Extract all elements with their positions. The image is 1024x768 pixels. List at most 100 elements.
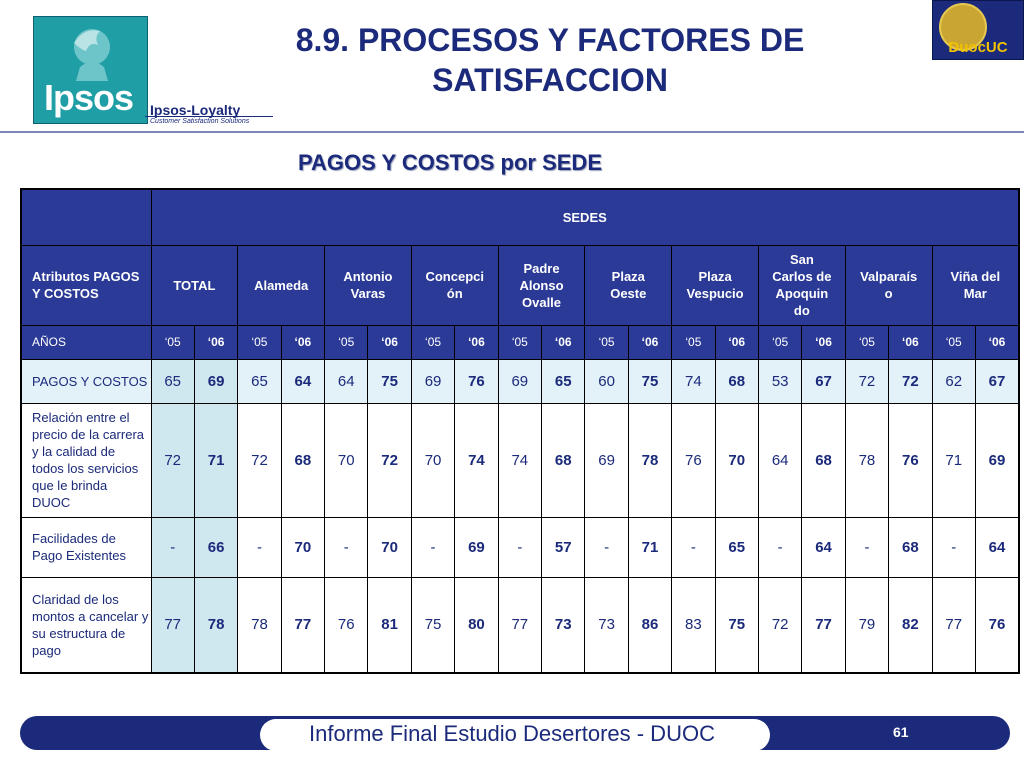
ipsos-logo: Ipsos: [33, 16, 148, 124]
year-cell: ‘05: [931, 324, 976, 360]
table-row: Relación entre el precio de la carrera y…: [20, 402, 1020, 518]
year-cell: ‘06: [974, 324, 1020, 360]
value-cell: -: [150, 516, 195, 578]
value-cell: 62: [931, 358, 976, 404]
value-cell: 72: [757, 576, 803, 674]
year-cell: ‘05: [757, 324, 803, 360]
value-cell: 71: [931, 402, 976, 518]
value-cell: 79: [844, 576, 890, 674]
row-label: PAGOS Y COSTOS: [20, 358, 152, 404]
value-cell: 77: [497, 576, 543, 674]
value-cell: 76: [974, 576, 1020, 674]
value-cell: 68: [541, 402, 586, 518]
years-label: AÑOS: [20, 324, 152, 360]
title-line-2: SATISFACCION: [432, 62, 668, 98]
year-cell: ‘05: [671, 324, 716, 360]
value-cell: 68: [714, 358, 759, 404]
years-row: AÑOS ‘05 ‘06 ‘05 ‘06 ‘05 ‘06 ‘05 ‘06 ‘05 ‘06 ‘05 ‘0…: [20, 324, 1020, 360]
value-cell: 65: [150, 358, 195, 404]
value-cell: 71: [627, 516, 673, 578]
value-cell: 77: [150, 576, 195, 674]
year-cell: ‘05: [844, 324, 890, 360]
sublogo-tagline: Customer Satisfaction Solutions: [150, 118, 250, 125]
column-header: San Carlos de Apoquin do: [757, 244, 846, 326]
value-cell: 67: [801, 358, 846, 404]
value-cell: 64: [801, 516, 846, 578]
footer-text: Informe Final Estudio Desertores - DUOC: [309, 721, 715, 746]
column-header: Viña del Mar: [931, 244, 1020, 326]
value-cell: 78: [627, 402, 673, 518]
value-cell: 69: [974, 402, 1020, 518]
column-header: TOTAL: [150, 244, 239, 326]
value-cell: -: [324, 516, 369, 578]
year-cell: ‘05: [237, 324, 282, 360]
value-cell: 65: [541, 358, 586, 404]
attributes-header: Atributos PAGOS Y COSTOS: [20, 244, 152, 326]
table-row: Claridad de los montos a cancelar y su e…: [20, 576, 1020, 674]
logo-name: Ipsos: [44, 77, 134, 118]
value-cell: -: [584, 516, 629, 578]
column-header: Antonio Varas: [324, 244, 412, 326]
value-cell: 76: [888, 402, 933, 518]
footer-label-background: [260, 719, 770, 751]
row-label: Relación entre el precio de la carrera y…: [20, 402, 152, 518]
value-cell: 72: [150, 402, 195, 518]
value-cell: 69: [497, 358, 543, 404]
page-title: 8.9. PROCESOS Y FACTORES DE SATISFACCION: [240, 20, 860, 100]
column-header: Concepci ón: [410, 244, 499, 326]
value-cell: 67: [974, 358, 1020, 404]
satisfaction-table: SEDES Atributos PAGOS Y COSTOS TOTAL Alam…: [20, 188, 1021, 674]
value-cell: 81: [367, 576, 412, 674]
year-cell: ‘06: [714, 324, 759, 360]
value-cell: 64: [280, 358, 326, 404]
year-cell: ‘06: [193, 324, 239, 360]
value-cell: 74: [671, 358, 716, 404]
value-cell: 72: [844, 358, 890, 404]
value-cell: 77: [931, 576, 976, 674]
sedes-header: SEDES: [150, 188, 1020, 246]
column-header: Alameda: [237, 244, 326, 326]
sedes-header-row: SEDES: [20, 188, 1020, 246]
table-row: Facilidades de Pago Existentes -66-70-70-…: [20, 516, 1020, 578]
value-cell: 75: [410, 576, 456, 674]
year-cell: ‘06: [541, 324, 586, 360]
value-cell: 75: [714, 576, 759, 674]
page-number: 61: [893, 724, 909, 740]
value-cell: 68: [888, 516, 933, 578]
value-cell: 65: [237, 358, 282, 404]
value-cell: 72: [888, 358, 933, 404]
value-cell: 57: [541, 516, 586, 578]
year-cell: ‘05: [584, 324, 629, 360]
value-cell: 64: [757, 402, 803, 518]
value-cell: -: [931, 516, 976, 578]
value-cell: 77: [801, 576, 846, 674]
value-cell: 53: [757, 358, 803, 404]
value-cell: 71: [193, 402, 239, 518]
value-cell: 74: [497, 402, 543, 518]
year-cell: ‘05: [150, 324, 195, 360]
duoc-logo: DuocUC: [932, 0, 1024, 60]
value-cell: 72: [367, 402, 412, 518]
value-cell: 70: [410, 402, 456, 518]
value-cell: 73: [584, 576, 629, 674]
value-cell: 69: [584, 402, 629, 518]
sublogo-title: Ipsos-Loyalty: [150, 102, 241, 118]
year-cell: ‘05: [410, 324, 456, 360]
table-body: PAGOS Y COSTOS 65 69 65 64 64 75 69 76 69 65 60 75 74…: [20, 358, 1020, 674]
value-cell: 86: [627, 576, 673, 674]
value-cell: 78: [193, 576, 239, 674]
table-row: PAGOS Y COSTOS 65 69 65 64 64 75 69 76 69 65 60 75 74…: [20, 358, 1020, 404]
value-cell: 75: [367, 358, 412, 404]
column-header: Padre Alonso Ovalle: [497, 244, 586, 326]
value-cell: 70: [324, 402, 369, 518]
value-cell: 72: [237, 402, 282, 518]
value-cell: 70: [714, 402, 759, 518]
sublogo-divider: [145, 116, 273, 117]
value-cell: -: [410, 516, 456, 578]
value-cell: -: [237, 516, 282, 578]
year-cell: ‘05: [497, 324, 543, 360]
value-cell: 78: [844, 402, 890, 518]
duoc-logo-text: DuocUC: [948, 39, 1008, 56]
year-cell: ‘06: [454, 324, 499, 360]
year-cell: ‘06: [888, 324, 933, 360]
